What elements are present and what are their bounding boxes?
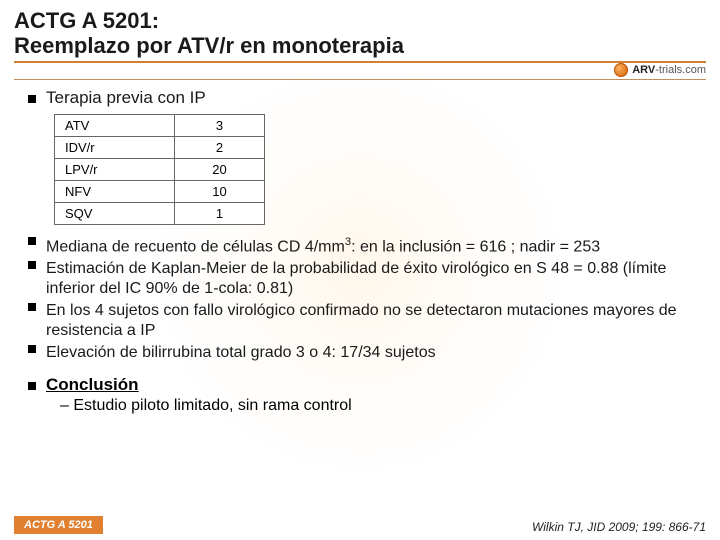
list-item: Elevación de bilirrubina total grado 3 o… <box>28 343 692 363</box>
header-separator <box>14 79 706 80</box>
study-badge: ACTG A 5201 <box>14 516 103 534</box>
table-cell-value: 10 <box>175 180 265 202</box>
list-item: Estimación de Kaplan-Meier de la probabi… <box>28 259 692 299</box>
brand-logo: ARV-trials.com <box>614 63 706 77</box>
table-row: LPV/r20 <box>55 158 265 180</box>
table-row: NFV10 <box>55 180 265 202</box>
table-cell-name: ATV <box>55 114 175 136</box>
logo-orb-icon <box>614 63 628 77</box>
bullet-list: Mediana de recuento de células CD 4/mm3:… <box>28 235 692 363</box>
table-row: ATV3 <box>55 114 265 136</box>
square-bullet-icon <box>28 261 36 269</box>
logo-rest: -trials.com <box>655 64 706 76</box>
section-heading: Terapia previa con IP <box>46 88 206 108</box>
title-line2: Reemplazo por ATV/r en monoterapia <box>14 33 404 58</box>
square-bullet-icon <box>28 382 36 390</box>
square-bullet-icon <box>28 303 36 311</box>
citation: Wilkin TJ, JID 2009; 199: 866-71 <box>532 520 706 534</box>
table-cell-name: IDV/r <box>55 136 175 158</box>
table-row: IDV/r2 <box>55 136 265 158</box>
conclusion-label: Conclusión <box>46 375 139 395</box>
logo-bold: ARV <box>632 64 655 76</box>
table-cell-name: NFV <box>55 180 175 202</box>
table-row: SQV1 <box>55 202 265 224</box>
table-cell-value: 3 <box>175 114 265 136</box>
table-cell-name: SQV <box>55 202 175 224</box>
list-item: En los 4 sujetos con fallo virológico co… <box>28 301 692 341</box>
table-cell-value: 2 <box>175 136 265 158</box>
list-item-text: Elevación de bilirrubina total grado 3 o… <box>46 343 692 363</box>
slide-title: ACTG A 5201: Reemplazo por ATV/r en mono… <box>14 8 706 63</box>
list-item-text: Mediana de recuento de células CD 4/mm3:… <box>46 235 692 257</box>
ip-table: ATV3IDV/r2LPV/r20NFV10SQV1 <box>54 114 265 225</box>
table-cell-value: 1 <box>175 202 265 224</box>
list-item-text: En los 4 sujetos con fallo virológico co… <box>46 301 692 341</box>
conclusion-row: Conclusión <box>28 375 692 395</box>
conclusion-item: – Estudio piloto limitado, sin rama cont… <box>60 397 692 415</box>
list-item-text: Estimación de Kaplan-Meier de la probabi… <box>46 259 692 299</box>
list-item: Mediana de recuento de células CD 4/mm3:… <box>28 235 692 257</box>
section-heading-row: Terapia previa con IP <box>28 88 692 108</box>
square-bullet-icon <box>28 95 36 103</box>
square-bullet-icon <box>28 345 36 353</box>
table-cell-name: LPV/r <box>55 158 175 180</box>
title-line1: ACTG A 5201: <box>14 8 159 33</box>
square-bullet-icon <box>28 237 36 245</box>
table-cell-value: 20 <box>175 158 265 180</box>
